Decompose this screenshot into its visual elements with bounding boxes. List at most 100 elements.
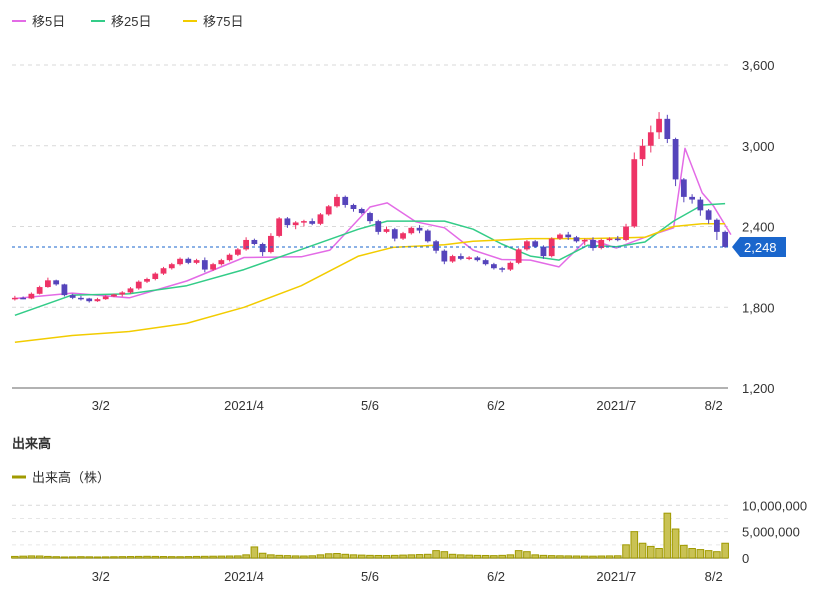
volume-bar <box>143 555 151 559</box>
candle-body <box>581 239 588 242</box>
current-price-label: 2,248 <box>744 240 777 255</box>
candle-body <box>424 230 431 242</box>
volume-bar <box>217 555 226 559</box>
candle-body <box>251 239 258 244</box>
candle-body <box>61 284 68 296</box>
volume-bar <box>27 555 36 559</box>
candle-body <box>441 250 448 262</box>
price-x-tick-5: 8/2 <box>705 398 723 413</box>
volume-bar <box>465 554 473 559</box>
candle-body <box>259 243 266 253</box>
volume-bar <box>523 551 531 559</box>
volume-bar <box>35 555 44 559</box>
volume-bar <box>630 531 639 559</box>
volume-bar <box>176 556 184 559</box>
volume-bar <box>167 556 176 559</box>
candle-body <box>697 199 704 211</box>
price-x-tick-0: 3/2 <box>92 398 110 413</box>
volume-bar <box>382 555 391 559</box>
candle-body <box>631 159 638 227</box>
ma-legend: 移5日 移25日 移75日 <box>12 14 243 29</box>
candle-body <box>94 299 101 302</box>
volume-bar <box>225 555 234 559</box>
candle-body <box>358 209 365 214</box>
price-axis: 3,600 3,000 2,400 1,800 1,200 <box>742 58 775 396</box>
candle-body <box>598 239 605 249</box>
volume-bar <box>291 555 300 559</box>
candle-body <box>664 118 671 140</box>
candle-body <box>218 260 225 265</box>
candle-body <box>408 227 415 234</box>
volume-bar <box>415 554 424 559</box>
volume-bar <box>564 555 573 559</box>
volume-bar <box>440 551 449 559</box>
volume-bar <box>721 542 729 559</box>
legend-label-0: 移5日 <box>32 14 65 29</box>
candle-body <box>284 218 291 226</box>
volume-bar <box>547 555 556 559</box>
volume-x-tick-1: 2021/4 <box>224 569 264 584</box>
candle-body <box>689 196 695 200</box>
price-x-tick-1: 2021/4 <box>224 398 264 413</box>
candle-body <box>383 229 390 232</box>
volume-legend: 出来高（株） <box>12 470 110 485</box>
candle-body <box>160 268 167 274</box>
candle-body <box>507 262 514 270</box>
volume-bar <box>201 555 209 559</box>
volume-axis: 10,000,000 5,000,000 0 <box>742 498 807 566</box>
candle-body <box>185 258 192 263</box>
candle-body <box>334 196 340 207</box>
legend-label-2: 移75日 <box>203 14 243 29</box>
current-price-marker: 2,248 <box>12 236 786 257</box>
volume-bar <box>506 554 515 559</box>
volume-bar <box>374 554 383 559</box>
volume-x-tick-2: 5/6 <box>361 569 379 584</box>
current-price-badge <box>732 236 786 257</box>
candle-body <box>102 296 109 300</box>
candle-body <box>482 260 489 265</box>
candle-body <box>152 273 159 279</box>
candle-body <box>433 241 439 251</box>
volume-x-tick-0: 3/2 <box>92 569 110 584</box>
candle-body <box>119 292 126 295</box>
candle-body <box>375 221 382 232</box>
candle-body <box>457 256 464 259</box>
candle-body <box>565 234 572 238</box>
candle-body <box>391 229 398 239</box>
price-x-tick-2: 5/6 <box>361 398 379 413</box>
price-grid <box>12 64 728 389</box>
candle-body <box>590 239 596 249</box>
volume-bar <box>85 556 93 559</box>
volume-bar <box>688 548 696 559</box>
volume-bar <box>432 550 440 559</box>
candle-body <box>623 226 629 240</box>
candle-body <box>722 231 729 247</box>
price-tick-label-1: 3,000 <box>742 139 775 154</box>
volume-tick-label-2: 0 <box>742 551 749 566</box>
candle-body <box>490 264 497 269</box>
candle-body <box>647 132 654 146</box>
price-tick-label-0: 3,600 <box>742 58 775 73</box>
volume-bar <box>366 554 374 559</box>
candle-body <box>532 241 539 247</box>
volume-bar <box>613 555 622 559</box>
candlesticks <box>11 112 729 303</box>
volume-bar <box>589 555 597 559</box>
volume-grid <box>12 504 728 559</box>
volume-bar <box>258 552 267 559</box>
volume-bar <box>60 556 69 559</box>
candle-body <box>168 264 175 269</box>
volume-x-tick-3: 6/2 <box>487 569 505 584</box>
candle-body <box>111 294 117 297</box>
candle-body <box>342 196 349 205</box>
candle-body <box>78 297 84 300</box>
candle-body <box>243 239 250 250</box>
volume-bar <box>242 554 250 559</box>
candle-body <box>656 118 662 133</box>
volume-bar <box>605 555 614 559</box>
volume-bar <box>498 554 506 559</box>
candle-body <box>499 268 506 270</box>
candle-body <box>466 257 472 259</box>
candle-body <box>474 257 481 261</box>
